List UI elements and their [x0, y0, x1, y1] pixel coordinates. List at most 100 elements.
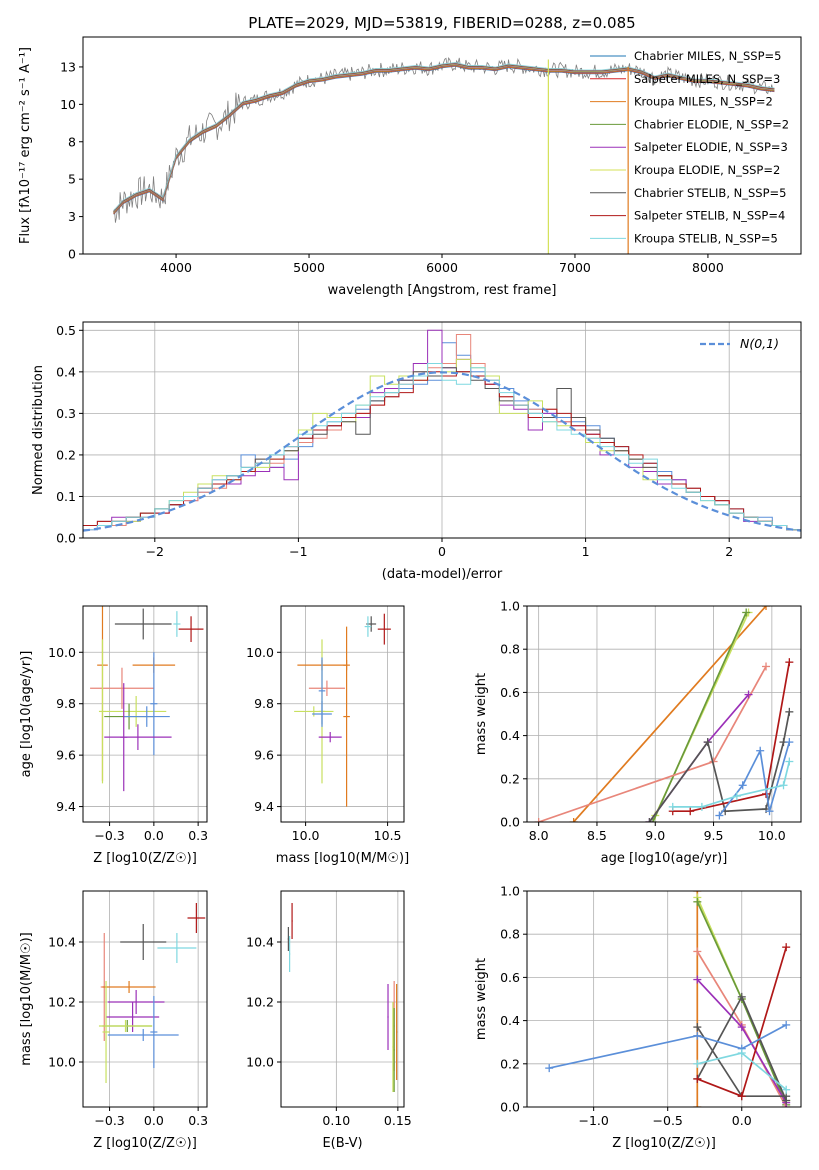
axis-label-x: Z [log10(Z/Z☉)]	[612, 1136, 716, 1151]
tick-label-y: 9.8	[254, 696, 274, 711]
axis-label-y: Normed distribution	[31, 365, 46, 495]
tick-label-y: 9.8	[56, 696, 76, 711]
axis-label-y: mass weight	[474, 958, 489, 1040]
tick-label-x: 5000	[293, 260, 325, 275]
tick-label-y: 0.3	[56, 406, 76, 421]
tick-label-x: 0	[438, 544, 446, 559]
tick-label-x: 4000	[160, 260, 192, 275]
tick-label-x: 8.5	[587, 828, 607, 843]
chart-residuals: N(0,1) −2 −1 0 1 2 0.0 0.1 0.2 0.3 0.4 0.5 (data-mod…	[31, 321, 802, 582]
chart-mass-vs-Z: −0.3 0.0 0.3 10.0 10.2 10.4 Z [log10(Z/Z☉)] mas…	[19, 890, 208, 1151]
plot-area	[287, 903, 398, 1092]
tick-label-y: 10.2	[246, 995, 274, 1010]
legend-label: Salpeter STELIB, N_SSP=4	[634, 209, 785, 223]
legend-label: N(0,1)	[740, 336, 779, 351]
tick-label-x: 8.0	[529, 828, 549, 843]
tick-label-x: 9.5	[704, 828, 724, 843]
model-line	[113, 62, 775, 212]
tick-label-x: 0.15	[384, 1113, 412, 1128]
tick-label-y: 0.6	[500, 685, 520, 700]
tick-label-y: 0.4	[500, 728, 520, 743]
legend-label: Kroupa STELIB, N_SSP=5	[634, 231, 778, 245]
series-line	[652, 612, 747, 822]
tick-label-y: 9.4	[254, 799, 274, 814]
tick-label-y: 13	[60, 59, 76, 74]
legend-label: Salpeter MILES, N_SSP=3	[634, 72, 780, 86]
chart-mass-vs-ebv: 0.10 0.15 10.0 10.2 10.4 E(B-V)	[246, 890, 412, 1151]
axes-frame	[82, 890, 208, 1108]
tick-label-x: 10.5	[374, 828, 402, 843]
tick-label-y: 9.4	[56, 799, 76, 814]
plot-area	[83, 329, 801, 538]
tick-label-x: 0.3	[188, 1113, 208, 1128]
legend-label: Chabrier STELIB, N_SSP=5	[634, 186, 786, 200]
plot-area	[98, 903, 206, 1083]
plot-area	[534, 606, 794, 822]
axes-frame	[280, 890, 405, 1108]
axis-label-y: Flux [fλ10⁻¹⁷ erg cm⁻² s⁻¹ A⁻¹]	[18, 47, 33, 244]
plot-area	[545, 891, 791, 1107]
tick-label-x: −1.0	[578, 1113, 608, 1128]
tick-label-y: 0.8	[500, 642, 520, 657]
tick-label-y: 10.0	[246, 1055, 274, 1070]
axis-label-x: Z [log10(Z/Z☉)]	[93, 1136, 197, 1151]
axis-label-x: wavelength [Angstrom, rest frame]	[328, 283, 557, 298]
tick-label-y: 10.0	[48, 645, 76, 660]
tick-label-y: 5	[68, 172, 76, 187]
tick-label-y: 0.0	[56, 531, 76, 546]
tick-label-x: 10.0	[758, 828, 786, 843]
tick-label-x: 8000	[692, 260, 724, 275]
tick-label-y: 9.6	[56, 748, 76, 763]
gaussian-curve	[83, 371, 801, 532]
tick-label-x: 0.0	[144, 1113, 164, 1128]
axis-label-x: age [log10(age/yr)]	[601, 851, 728, 866]
tick-label-x: −0.3	[94, 1113, 124, 1128]
tick-label-y: 8	[68, 134, 76, 149]
tick-label-y: 0.5	[56, 323, 76, 338]
tick-label-y: 0.2	[56, 447, 76, 462]
tick-label-x: −2	[146, 544, 164, 559]
tick-label-y: 0.2	[500, 771, 520, 786]
tick-label-y: 0.0	[500, 1100, 520, 1115]
tick-label-x: 0.0	[732, 1113, 752, 1128]
tick-label-x: 9.0	[645, 828, 665, 843]
tick-label-y: 1.0	[500, 884, 520, 899]
tick-label-x: 0.10	[322, 1113, 350, 1128]
tick-label-y: 1.0	[500, 599, 520, 614]
tick-label-x: 10.0	[292, 828, 320, 843]
chart-mass-weight-vs-Z: −1.0 −0.5 0.0 0.0 0.2 0.4 0.6 0.8 1.0 Z [log10(Z/…	[474, 884, 802, 1151]
tick-label-y: 0.1	[56, 489, 76, 504]
tick-label-x: −0.3	[94, 828, 124, 843]
series-line	[549, 1024, 787, 1069]
tick-label-x: −1	[289, 544, 307, 559]
tick-label-y: 3	[68, 209, 76, 224]
plot-area	[90, 606, 204, 792]
tick-label-y: 10.0	[48, 1055, 76, 1070]
tick-label-y: 0.6	[500, 970, 520, 985]
tick-label-x: 1	[582, 544, 590, 559]
tick-label-y: 10.4	[48, 935, 76, 950]
axis-label-y: age [log10(age/yr)]	[19, 651, 34, 778]
axes-frame	[526, 605, 802, 823]
tick-label-x: 0.0	[144, 828, 164, 843]
tick-label-y: 9.6	[254, 748, 274, 763]
axes-frame	[526, 890, 802, 1108]
tick-label-y: 10.2	[48, 995, 76, 1010]
tick-label-y: 0.4	[56, 364, 76, 379]
axis-label-y: mass [log10(M/M☉)]	[19, 932, 34, 1065]
tick-label-y: 0.8	[500, 927, 520, 942]
plot-area	[113, 56, 775, 254]
tick-label-y: 10.4	[246, 935, 274, 950]
tick-label-y: 0.2	[500, 1056, 520, 1071]
tick-label-x: 7000	[559, 260, 591, 275]
legend-label: Chabrier ELODIE, N_SSP=2	[634, 117, 789, 131]
series-line	[648, 711, 791, 822]
legend-label: Chabrier MILES, N_SSP=5	[634, 49, 781, 63]
axis-label-x: E(B-V)	[322, 1136, 362, 1151]
axes-frame	[82, 605, 208, 823]
axis-label-y: mass weight	[474, 673, 489, 755]
chart-age-vs-Z: −0.3 0.0 0.3 9.4 9.6 9.8 10.0 Z [log10(Z/Z☉)] ag…	[19, 605, 208, 866]
axis-label-x: Z [log10(Z/Z☉)]	[93, 851, 197, 866]
axis-label-x: mass [log10(M/M☉)]	[276, 851, 409, 866]
